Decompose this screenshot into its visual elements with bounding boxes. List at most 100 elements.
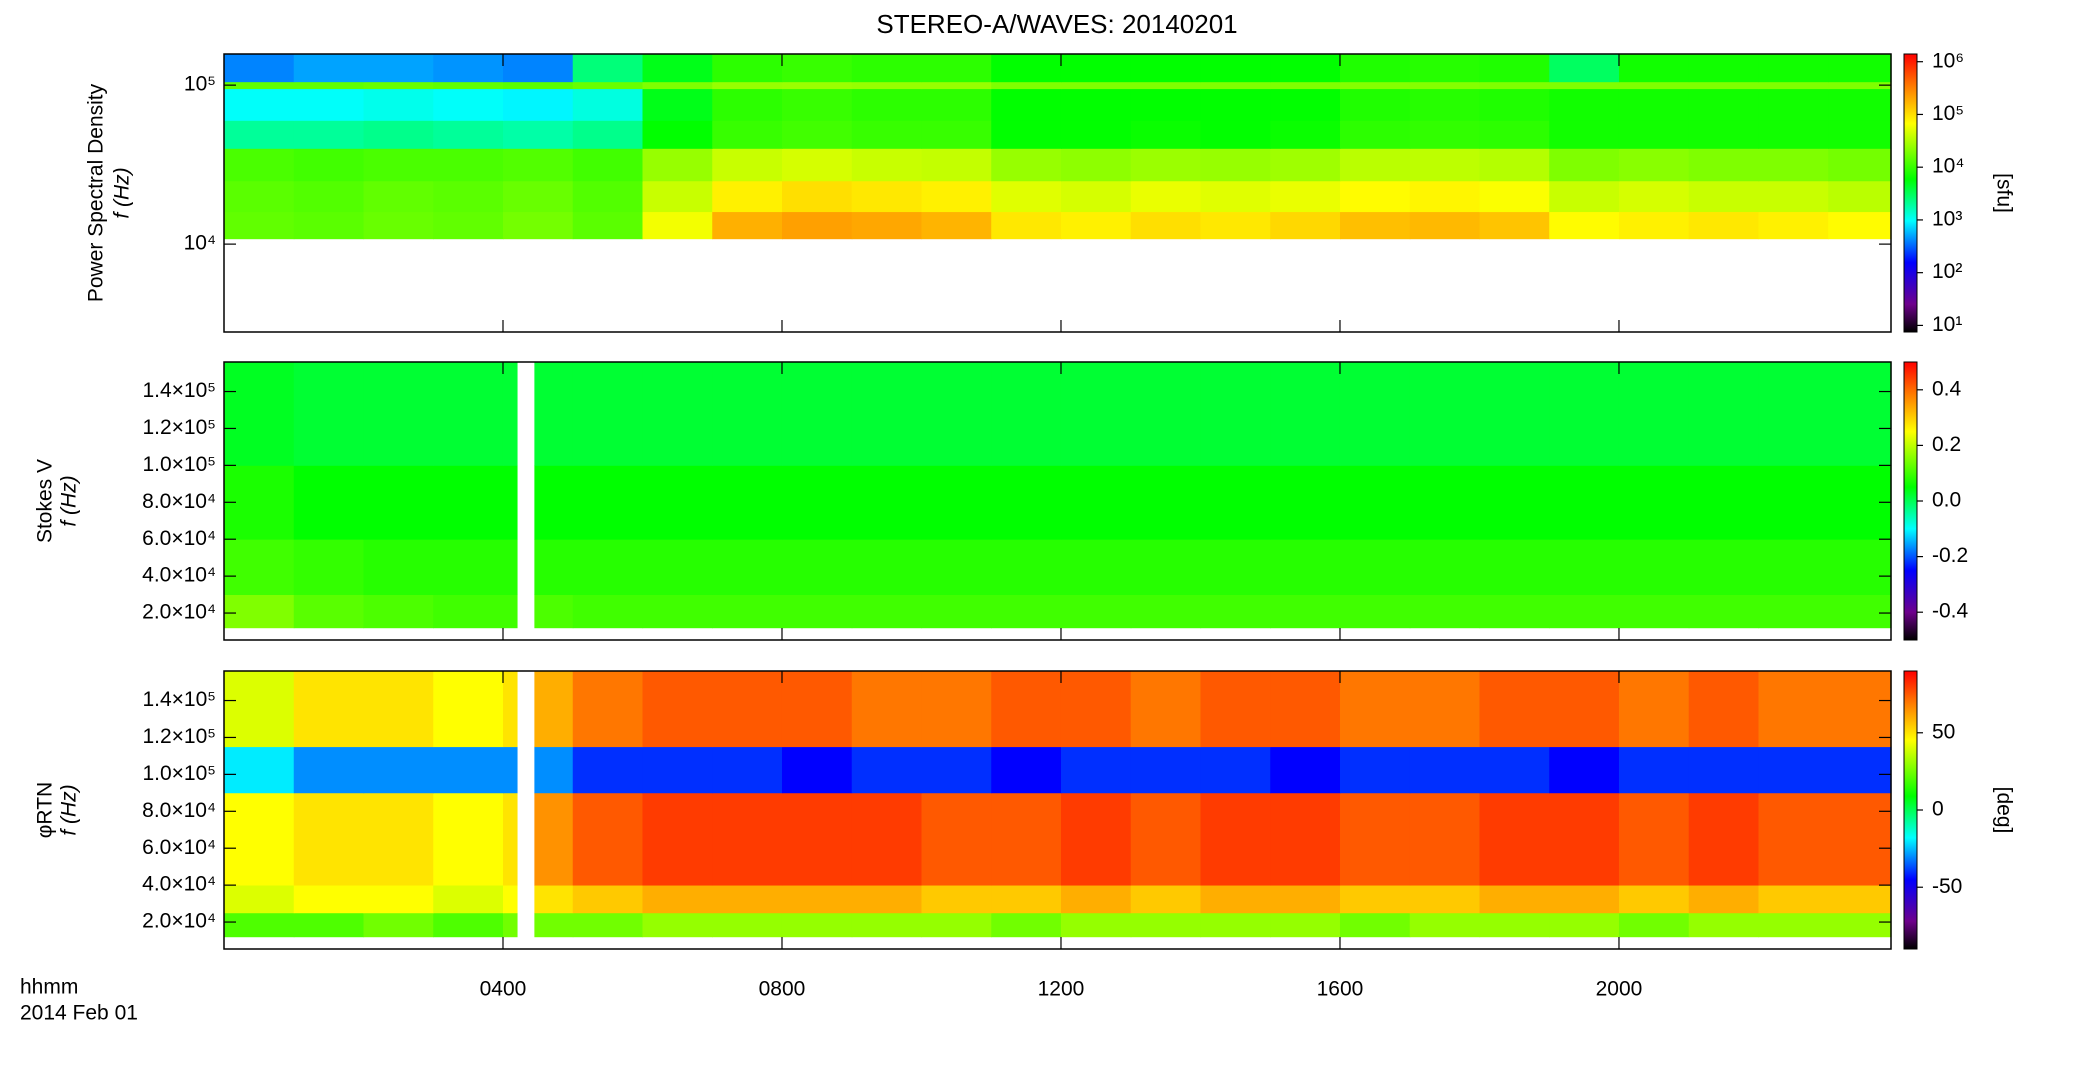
heatmap-cell — [642, 81, 713, 90]
heatmap-cell — [534, 746, 574, 794]
heatmap-cell — [1618, 539, 1690, 595]
y-tick-label: 2.0×10⁴ — [142, 910, 216, 933]
heatmap-cell — [1479, 81, 1550, 90]
heatmap-cell — [293, 211, 365, 240]
heatmap-cell — [712, 746, 783, 794]
heatmap-cell — [712, 671, 783, 748]
y-axis-label: Stokes V — [34, 459, 57, 543]
heatmap-cell — [642, 912, 713, 938]
plot-frame — [223, 361, 1892, 641]
heatmap-cell — [433, 180, 504, 213]
heatmap-cell — [1270, 362, 1341, 466]
heatmap-cell — [534, 792, 574, 886]
heatmap-cell — [1688, 912, 1760, 938]
colorbar-tick-label: -0.2 — [1932, 544, 1968, 567]
heatmap-cell — [293, 81, 365, 90]
heatmap-cell — [921, 54, 992, 83]
colorbar-tick-label: 10⁴ — [1932, 155, 1964, 178]
heatmap-cell — [363, 180, 434, 213]
heatmap-cell — [1549, 120, 1620, 149]
heatmap-cell — [1409, 362, 1481, 466]
heatmap-cell — [851, 671, 923, 748]
heatmap-cell — [1200, 465, 1271, 540]
heatmap-cell — [1758, 88, 1829, 121]
heatmap-cell — [1060, 885, 1132, 914]
heatmap-cell — [1060, 211, 1132, 240]
heatmap-cell — [433, 671, 504, 748]
heatmap-cell — [1409, 792, 1481, 886]
heatmap-cell — [1758, 792, 1892, 886]
heatmap-cell — [224, 539, 295, 595]
heatmap-cell — [1828, 88, 1892, 121]
heatmap-cell — [1758, 211, 1829, 240]
y-tick-label: 1.2×10⁵ — [142, 725, 216, 748]
heatmap-cell — [1758, 120, 1829, 149]
heatmap-cell — [363, 885, 434, 914]
y-axis-label: f (Hz) — [111, 167, 134, 218]
y-tick-label: 1.0×10⁵ — [142, 453, 216, 476]
heatmap-cell — [1060, 539, 1132, 595]
heatmap-cell — [1130, 671, 1202, 748]
heatmap-cell — [224, 81, 295, 90]
heatmap-cell — [1549, 912, 1620, 938]
colorbar — [1903, 361, 1918, 641]
heatmap-cell — [1200, 594, 1271, 629]
heatmap-cell — [502, 465, 518, 540]
heatmap-cell — [1339, 81, 1411, 90]
heatmap-cell — [1339, 465, 1411, 540]
heatmap-cell — [1618, 594, 1690, 629]
heatmap-cell — [1549, 671, 1620, 748]
heatmap-cell — [1200, 88, 1271, 121]
heatmap-cell — [712, 885, 783, 914]
heatmap-cell — [1409, 54, 1481, 83]
y-tick-label: 4.0×10⁴ — [142, 564, 216, 587]
heatmap-cell — [1060, 180, 1132, 213]
heatmap-cell — [1130, 362, 1202, 466]
heatmap-cell — [642, 148, 713, 182]
heatmap-cell — [921, 594, 992, 629]
heatmap-cell — [1758, 885, 1892, 914]
heatmap-cell — [293, 792, 365, 886]
heatmap-cell — [921, 792, 992, 886]
heatmap-cell — [363, 594, 434, 629]
heatmap-cell — [1200, 362, 1271, 466]
heatmap-cell — [534, 362, 574, 466]
heatmap-cell — [851, 88, 923, 121]
colorbar-tick-label: 0.4 — [1932, 377, 1962, 400]
heatmap-cell — [1549, 211, 1620, 240]
heatmap-cell — [781, 912, 853, 938]
heatmap-cell — [921, 211, 992, 240]
colorbar — [1903, 670, 1918, 950]
heatmap-cell — [433, 539, 504, 595]
x-tick-label: 0800 — [759, 978, 806, 1001]
heatmap-cell — [572, 211, 644, 240]
heatmap-cell — [1618, 746, 1690, 794]
heatmap-cell — [1479, 180, 1550, 213]
heatmap-cell — [921, 912, 992, 938]
heatmap-cell — [572, 88, 644, 121]
heatmap-cell — [293, 885, 365, 914]
heatmap-cell — [1130, 81, 1202, 90]
heatmap-cell — [1270, 746, 1341, 794]
heatmap-cell — [1409, 148, 1481, 182]
heatmap-cell — [1758, 362, 1892, 466]
heatmap-cell — [1200, 912, 1271, 938]
heatmap-cell — [1409, 885, 1481, 914]
heatmap-cell — [572, 792, 644, 886]
heatmap-cell — [1060, 54, 1132, 83]
heatmap-cell — [1130, 539, 1202, 595]
heatmap-cell — [363, 539, 434, 595]
heatmap-cell — [712, 594, 783, 629]
heatmap-cell — [572, 539, 644, 595]
heatmap-cell — [1339, 148, 1411, 182]
heatmap-cell — [1409, 465, 1481, 540]
heatmap-cell — [572, 671, 644, 748]
heatmap-cell — [1688, 465, 1760, 540]
heatmap-cell — [851, 362, 923, 466]
heatmap-cell — [1339, 594, 1411, 629]
heatmap-cell — [502, 180, 574, 213]
heatmap-cell — [1270, 54, 1341, 83]
heatmap-cell — [642, 746, 713, 794]
heatmap-cell — [781, 465, 853, 540]
